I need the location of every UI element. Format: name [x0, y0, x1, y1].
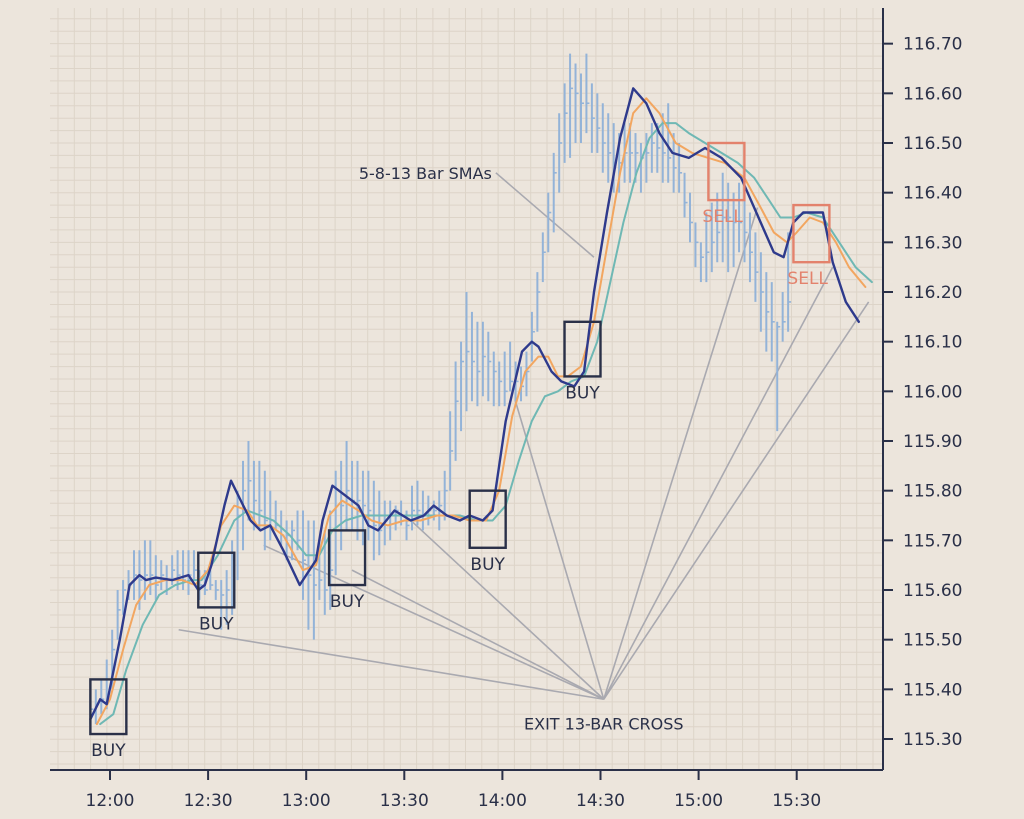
y-tick-label: 116.40 — [903, 184, 962, 204]
y-axis-ticks: 115.30 115.40 115.50 115.60 115.70 115.80 115.… — [883, 35, 962, 750]
buy-signal-label: BUY — [470, 555, 505, 575]
annotation-labels: 5-8-13 Bar SMAs EXIT 13-BAR CROSS — [359, 164, 684, 733]
y-tick-label: 116.30 — [903, 233, 962, 253]
annotation-leader-line — [178, 628, 604, 701]
sma13-line — [99, 122, 873, 726]
x-axis-ticks: 12:00 12:30 13:00 13:30 14:00 14:30 15:00 15:30 — [86, 770, 821, 811]
y-tick-label: 116.70 — [903, 35, 962, 55]
buy-signal-label: BUY — [330, 592, 365, 612]
sma-annotation-label: 5-8-13 Bar SMAs — [359, 164, 492, 183]
buy-signal-label: BUY — [565, 383, 600, 403]
exit-annotation-label: EXIT 13-BAR CROSS — [524, 714, 684, 733]
buy-signal-label: BUY — [91, 741, 126, 761]
buy-signal-box — [89, 678, 128, 736]
x-tick-label: 14:30 — [576, 791, 625, 811]
sell-signal-box — [707, 141, 746, 202]
buy-signal-box — [197, 551, 236, 609]
x-tick-label: 15:30 — [772, 791, 821, 811]
signal-boxes: BUY BUY BUY BUY BUY SELL SELL — [89, 141, 831, 761]
x-tick-label: 15:00 — [674, 791, 723, 811]
y-tick-label: 115.80 — [903, 482, 962, 502]
y-tick-label: 115.70 — [903, 531, 962, 551]
annotation-leader-line — [603, 301, 870, 700]
annotation-leader-line — [514, 401, 605, 700]
annotation-leader-line — [495, 172, 595, 258]
x-tick-label: 12:00 — [86, 791, 135, 811]
annotation-leaders — [178, 172, 870, 701]
sma5-line — [89, 87, 860, 721]
x-tick-label: 12:30 — [184, 791, 233, 811]
x-tick-label: 14:00 — [478, 791, 527, 811]
y-tick-label: 116.20 — [903, 283, 962, 303]
y-tick-label: 116.50 — [903, 134, 962, 154]
y-tick-label: 115.50 — [903, 631, 962, 651]
annotation-leader-line — [351, 569, 605, 700]
y-tick-label: 115.90 — [903, 432, 962, 452]
sell-signal-box — [792, 203, 831, 264]
annotation-leader-line — [603, 207, 759, 700]
y-tick-label: 116.60 — [903, 84, 962, 104]
y-tick-label: 116.10 — [903, 333, 962, 353]
annotation-leader-line — [603, 266, 834, 700]
sell-signal-label: SELL — [702, 207, 743, 227]
buy-signal-label: BUY — [199, 614, 234, 634]
annotation-leader-line — [410, 519, 605, 700]
x-tick-label: 13:30 — [380, 791, 429, 811]
y-tick-label: 115.60 — [903, 581, 962, 601]
annotation-leader-line — [263, 544, 605, 700]
buy-signal-box — [468, 489, 507, 549]
y-tick-label: 115.40 — [903, 680, 962, 700]
axes — [50, 8, 884, 771]
y-tick-label: 116.00 — [903, 382, 962, 402]
buy-signal-box — [563, 320, 602, 378]
buy-signal-box — [327, 529, 367, 587]
sell-signal-label: SELL — [787, 269, 828, 289]
y-tick-label: 115.30 — [903, 730, 962, 750]
x-tick-label: 13:00 — [282, 791, 331, 811]
sma-lines — [89, 87, 873, 726]
